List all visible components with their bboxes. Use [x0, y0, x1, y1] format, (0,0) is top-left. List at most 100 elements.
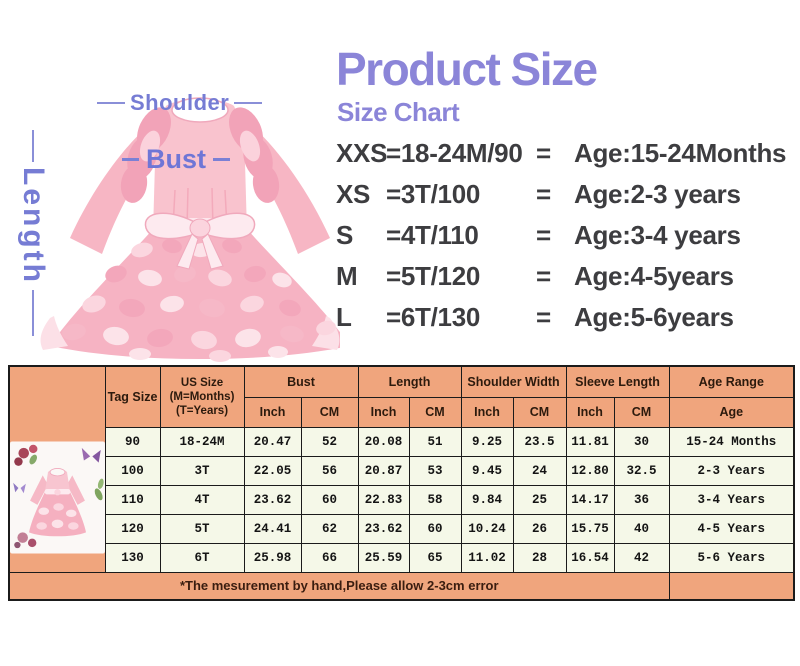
length-label-text: Length — [17, 167, 50, 285]
size-spec: =18-24M/90 — [386, 138, 523, 168]
table-cell: 11.02 — [460, 542, 514, 573]
table-cell: 22.83 — [357, 484, 410, 515]
table-cell: 25 — [512, 484, 567, 515]
header-length-cm: CM — [408, 396, 462, 428]
equals-sign: = — [536, 220, 551, 250]
size-row: M =5T/120 = Age:4-5years — [336, 256, 798, 297]
header-age-range: Age Range — [668, 365, 795, 398]
table-cell: 9.45 — [460, 455, 514, 486]
table-cell: 24 — [512, 455, 567, 486]
header-sleeve-cm: CM — [613, 396, 670, 428]
shoulder-label-text: Shoulder — [130, 90, 230, 115]
table-cell: 28 — [512, 542, 567, 573]
us-size-line3: (T=Years) — [175, 404, 229, 417]
us-size-line2: (M=Months) — [169, 390, 235, 403]
table-cell: 36 — [613, 484, 670, 515]
size-label: L — [336, 302, 352, 332]
size-row: L =6T/130 = Age:5-6years — [336, 297, 798, 338]
size-spec: =6T/130 — [386, 302, 481, 332]
header-shoulder-cm: CM — [512, 396, 567, 428]
table-cell: 120 — [104, 513, 161, 544]
size-label: S — [336, 220, 354, 250]
table-header-row-2: Inch CM Inch CM Inch CM Inch CM Age — [9, 396, 795, 428]
size-spec: =5T/120 — [386, 261, 481, 291]
table-cell: 3T — [159, 455, 245, 486]
table-cell: 9.84 — [460, 484, 514, 515]
dress-illustration — [40, 97, 340, 362]
table-cell: 5T — [159, 513, 245, 544]
size-age: Age:2-3 years — [574, 179, 741, 209]
size-spec: =4T/110 — [386, 220, 479, 250]
size-age: Age:3-4 years — [574, 220, 741, 250]
table-cell: 5-6 Years — [668, 542, 795, 573]
equals-sign: = — [536, 138, 551, 168]
header-tag-size: Tag Size — [104, 365, 161, 428]
product-photo-cell — [8, 365, 106, 573]
table-cell: 30 — [613, 426, 670, 457]
table-cell: 11.81 — [565, 426, 615, 457]
table-cell: 60 — [300, 484, 359, 515]
table-cell: 9.25 — [460, 426, 514, 457]
table-cell: 20.08 — [357, 426, 410, 457]
table-cell: 130 — [104, 542, 161, 573]
equals-sign: = — [536, 302, 551, 332]
page-title: Product Size — [336, 43, 598, 95]
table-cell: 26 — [512, 513, 567, 544]
header-us-size: US Size (M=Months) (T=Years) — [159, 365, 245, 428]
equals-sign: = — [536, 179, 551, 209]
header-age: Age — [668, 396, 795, 428]
us-size-line1: US Size — [180, 376, 224, 389]
shoulder-line-left — [97, 102, 125, 104]
header-length: Length — [357, 365, 462, 398]
dress-diagram: Shoulder Bust Length — [0, 0, 345, 365]
table-cell: 20.47 — [243, 426, 302, 457]
table-cell: 25.59 — [357, 542, 410, 573]
table-cell: 56 — [300, 455, 359, 486]
header-bust-inch: Inch — [243, 396, 302, 428]
size-label: XS — [336, 179, 371, 209]
table-cell: 4T — [159, 484, 245, 515]
table-cell: 62 — [300, 513, 359, 544]
table-cell: 24.41 — [243, 513, 302, 544]
table-cell: 18-24M — [159, 426, 245, 457]
header-shoulder-width: Shoulder Width — [460, 365, 567, 398]
table-cell: 40 — [613, 513, 670, 544]
table-cell: 6T — [159, 542, 245, 573]
table-footnote-row: *The mesurement by hand,Please allow 2-3… — [8, 571, 795, 601]
table-cell: 22.05 — [243, 455, 302, 486]
product-photo — [10, 441, 104, 554]
size-age: Age:5-6years — [574, 302, 734, 332]
table-cell: 42 — [613, 542, 670, 573]
table-cell: 53 — [408, 455, 462, 486]
table-cell: 23.62 — [243, 484, 302, 515]
length-line-top — [32, 130, 34, 162]
size-row: XXS =18-24M/90 = Age:15-24Months — [336, 133, 798, 174]
table-cell: 16.54 — [565, 542, 615, 573]
equals-sign: = — [536, 261, 551, 291]
table-row: 100 3T 22.05 56 20.87 53 9.45 24 12.80 32.5 2-3 Ye… — [9, 455, 795, 486]
table-footnote: *The mesurement by hand,Please allow 2-3… — [8, 571, 670, 601]
size-spec: =3T/100 — [386, 179, 481, 209]
size-row: XS =3T/100 = Age:2-3 years — [336, 174, 798, 215]
header-sleeve-inch: Inch — [565, 396, 615, 428]
length-measure-label: Length — [8, 130, 58, 336]
table-cell: 12.80 — [565, 455, 615, 486]
table-cell: 4-5 Years — [668, 513, 795, 544]
table-cell: 100 — [104, 455, 161, 486]
table-row: 130 6T 25.98 66 25.59 65 11.02 28 16.54 42 5-6 Yea… — [9, 542, 795, 573]
size-row: S =4T/110 = Age:3-4 years — [336, 215, 798, 256]
size-list: XXS =18-24M/90 = Age:15-24Months XS =3T/… — [336, 133, 798, 338]
size-age: Age:15-24Months — [574, 138, 787, 168]
table-cell: 65 — [408, 542, 462, 573]
header-bust-cm: CM — [300, 396, 359, 428]
length-line-bottom — [32, 289, 34, 336]
table-cell: 90 — [104, 426, 161, 457]
table-cell: 23.62 — [357, 513, 410, 544]
shoulder-line-right — [234, 102, 263, 104]
measurement-table: Tag Size US Size (M=Months) (T=Years) Bu… — [8, 365, 796, 601]
page-subtitle: Size Chart — [337, 97, 460, 127]
shoulder-measure-label: Shoulder — [97, 90, 263, 116]
bust-dash-right — [213, 158, 230, 161]
table-cell: 3-4 Years — [668, 484, 795, 515]
